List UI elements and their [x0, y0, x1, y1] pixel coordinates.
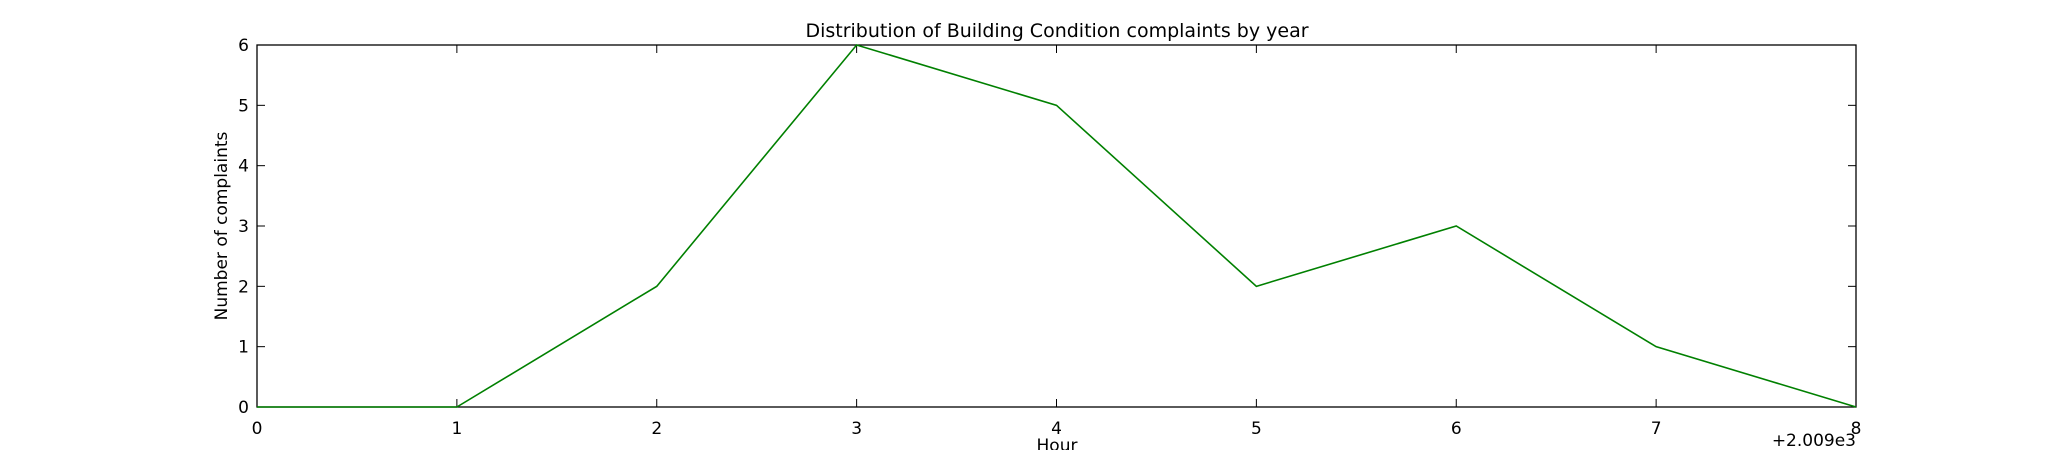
y-tick-label: 1	[238, 338, 249, 358]
y-tick-label: 6	[238, 36, 249, 56]
x-tick-label: 2	[651, 419, 662, 439]
x-tick-label: 3	[851, 419, 862, 439]
y-tick-label: 0	[238, 398, 249, 418]
x-tick-label: 5	[1251, 419, 1262, 439]
x-tick-label: 8	[1851, 419, 1862, 439]
x-tick-label: 0	[252, 419, 263, 439]
x-axis-offset-label: +2.009e3	[1772, 431, 1856, 450]
x-tick-label: 4	[1051, 419, 1062, 439]
axes-frame	[256, 44, 1857, 408]
y-axis-label: Number of complaints	[212, 131, 232, 320]
y-tick-label: 3	[238, 217, 249, 237]
y-tick-label: 2	[238, 277, 249, 297]
x-tick-label: 6	[1451, 419, 1462, 439]
x-tick-label: 7	[1651, 419, 1662, 439]
x-tick-label: 1	[451, 419, 462, 439]
series-line	[257, 44, 1857, 408]
y-tick-label: 4	[238, 157, 249, 177]
chart-title: Distribution of Building Condition compl…	[805, 20, 1308, 42]
plot-area: 0 1 2 3 4 5 6 7 8 0 1 2 3 4 5 6	[238, 36, 1861, 439]
x-axis-label: Hour	[1037, 436, 1078, 450]
y-tick-label: 5	[238, 96, 249, 116]
